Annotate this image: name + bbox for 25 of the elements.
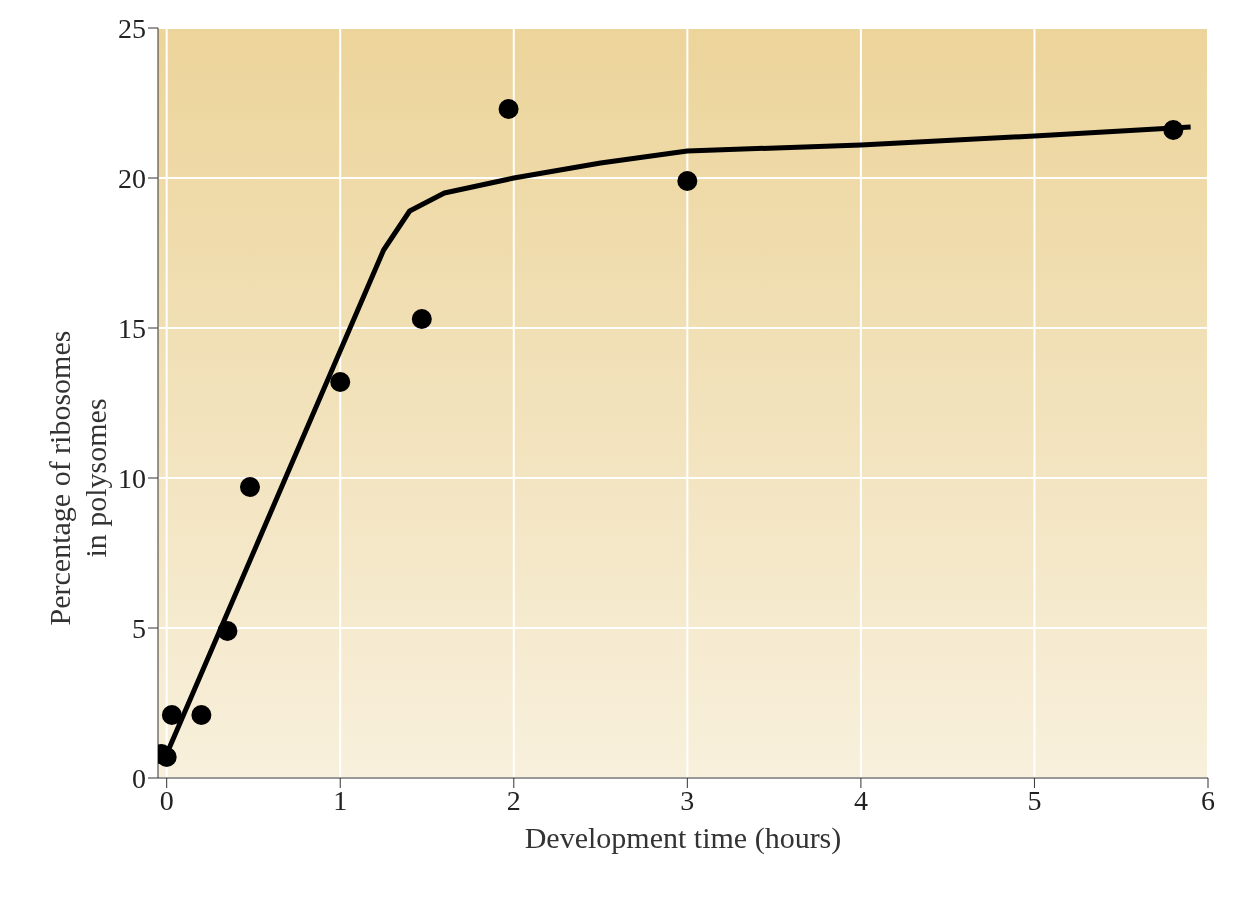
point (161, 705, 182, 725)
point (677, 171, 698, 191)
x-tick-label: 0 (159, 784, 174, 816)
x-axis-title: Development time (hours) (524, 821, 842, 855)
point (239, 477, 260, 497)
y-tick-label: 10 (118, 462, 146, 494)
point (1163, 120, 1184, 140)
y-axis-title: Percentage of ribosomes in polysomes (42, 330, 113, 626)
y-tick-label: 15 (118, 312, 146, 344)
x-tick-label: 1 (333, 784, 348, 816)
y-tick-label: 20 (118, 162, 146, 194)
y-tick-label: 0 (132, 762, 146, 794)
point (330, 372, 351, 392)
x-tick-label: 3 (680, 784, 695, 816)
y-tick-label: 5 (132, 612, 146, 644)
x-tick-label: 6 (1201, 784, 1215, 816)
point (498, 99, 519, 119)
point (217, 621, 238, 641)
x-tick-label: 4 (853, 784, 868, 816)
point (411, 309, 432, 329)
x-tick-label: 5 (1027, 784, 1042, 816)
y-tick-label: 25 (118, 12, 146, 44)
point (191, 705, 212, 725)
x-tick-label: 2 (506, 784, 521, 816)
point (158, 747, 177, 767)
